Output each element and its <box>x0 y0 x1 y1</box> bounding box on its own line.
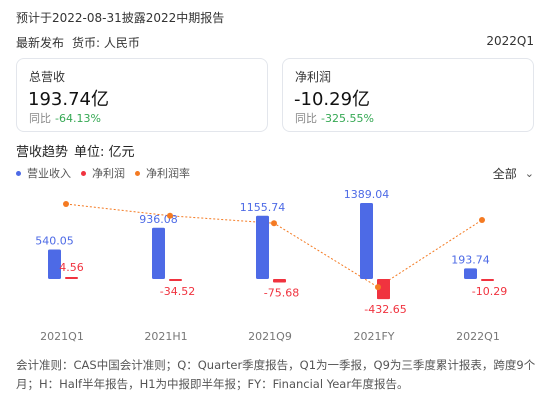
currency-label: 货币: 人民币 <box>72 36 140 50</box>
legend-dot-margin <box>135 170 140 176</box>
report-period: 2022Q1 <box>486 34 534 48</box>
revenue-card-value: 193.74亿 <box>28 89 109 110</box>
revenue-trend-chart: 540.054.562021Q1936.08-34.522021H11155.7… <box>35 188 507 343</box>
legend-dot-revenue <box>16 170 21 176</box>
profit-bar-2022Q1[interactable] <box>481 279 494 281</box>
disclosure-notice: 预计于2022-08-31披露2022中期报告 <box>16 11 225 25</box>
revenue-value-label-2021Q1: 540.05 <box>35 234 74 247</box>
legend-label-margin: 净利润率 <box>146 167 190 180</box>
x-tick-label-2022Q1: 2022Q1 <box>456 330 500 343</box>
revenue-bar-2022Q1[interactable] <box>464 268 477 279</box>
x-tick-label-2021Q1: 2021Q1 <box>40 330 84 343</box>
profit-value-label-2021H1: -34.52 <box>160 285 195 298</box>
x-tick-label-2021H1: 2021H1 <box>144 330 187 343</box>
legend-item-revenue[interactable]: 营业收入 <box>16 165 71 181</box>
range-dropdown[interactable]: 全部 ⌄ <box>493 165 534 182</box>
revenue-bar-2021H1[interactable] <box>152 227 165 279</box>
chevron-down-icon: ⌄ <box>524 167 534 180</box>
profit-value-label-2021Q1: 4.56 <box>59 261 84 274</box>
profit-bar-2021Q9[interactable] <box>273 279 286 283</box>
revenue-yoy-label: 同比 <box>29 112 51 125</box>
margin-point-2021FY[interactable] <box>375 284 381 291</box>
legend-label-revenue: 营业收入 <box>27 167 71 180</box>
revenue-yoy: 同比 -64.13% <box>29 110 101 126</box>
margin-point-2021H1[interactable] <box>167 212 173 219</box>
profit-bar-2021H1[interactable] <box>169 279 182 281</box>
chart-legend: 营业收入 净利润 净利润率 <box>16 165 190 181</box>
subheader: 最新发布 货币: 人民币 <box>16 34 140 51</box>
revenue-bar-2021FY[interactable] <box>360 203 373 279</box>
profit-card-value: -10.29亿 <box>294 89 371 110</box>
margin-point-2022Q1[interactable] <box>479 216 485 223</box>
margin-point-2021Q1[interactable] <box>63 201 69 207</box>
revenue-bar-2021Q1[interactable] <box>48 249 61 279</box>
trend-title-text: 营收趋势 <box>16 145 69 160</box>
x-tick-label-2021FY: 2021FY <box>353 330 394 343</box>
trend-unit: 单位: 亿元 <box>74 145 135 160</box>
profit-bar-2021FY[interactable] <box>377 279 390 300</box>
legend-label-profit: 净利润 <box>92 167 125 180</box>
x-tick-label-2021Q9: 2021Q9 <box>248 330 292 343</box>
legend-dot-profit <box>81 170 86 176</box>
revenue-value-label-2022Q1: 193.74 <box>451 253 490 266</box>
latest-release-label: 最新发布 <box>16 36 65 50</box>
accounting-footnote: 会计准则：CAS中国会计准则；Q：Quarter季度报告，Q1为一季报，Q9为三… <box>16 358 536 391</box>
revenue-yoy-value: -64.13% <box>55 112 101 125</box>
profit-value-label-2022Q1: -10.29 <box>472 285 507 298</box>
profit-yoy-value: -325.55% <box>321 112 374 125</box>
profit-card: 净利润 -10.29亿 同比 -325.55% <box>282 58 534 132</box>
revenue-value-label-2021Q9: 1155.74 <box>240 201 286 214</box>
revenue-card-label: 总营收 <box>29 70 66 84</box>
range-dropdown-label: 全部 <box>492 167 517 181</box>
legend-item-profit[interactable]: 净利润 <box>81 165 125 181</box>
profit-bar-2021Q1[interactable] <box>65 277 78 279</box>
profit-yoy: 同比 -325.55% <box>295 110 374 126</box>
profit-yoy-label: 同比 <box>295 112 317 125</box>
legend-item-margin[interactable]: 净利润率 <box>135 165 190 181</box>
trend-title: 营收趋势 单位: 亿元 <box>16 141 135 160</box>
profit-value-label-2021Q9: -75.68 <box>264 287 299 300</box>
margin-line <box>65 203 483 288</box>
margin-point-2021Q9[interactable] <box>271 220 277 227</box>
revenue-value-label-2021FY: 1389.04 <box>344 188 390 201</box>
profit-value-label-2021FY: -432.65 <box>364 303 406 316</box>
profit-card-label: 净利润 <box>295 70 332 84</box>
revenue-card: 总营收 193.74亿 同比 -64.13% <box>16 58 268 132</box>
revenue-bar-2021Q9[interactable] <box>256 215 269 279</box>
